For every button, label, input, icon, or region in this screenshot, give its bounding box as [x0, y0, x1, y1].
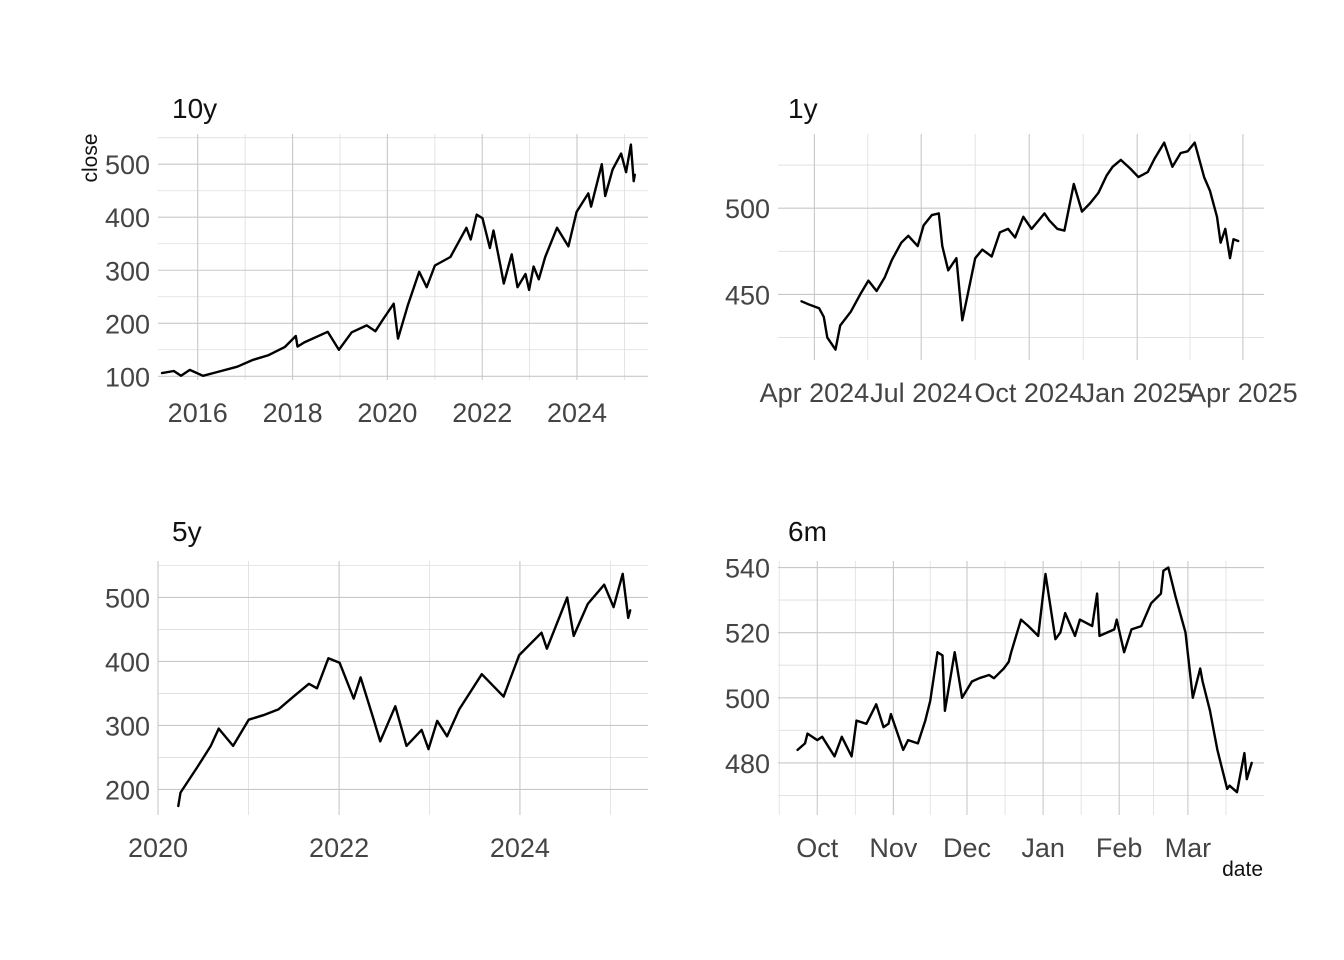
y-axis-title: close	[79, 133, 102, 182]
y-tick-label: 500	[725, 684, 770, 714]
x-tick-label: 2022	[309, 833, 369, 863]
x-tick-label: 2020	[128, 833, 188, 863]
panel-title: 6m	[788, 516, 827, 547]
y-tick-label: 500	[725, 194, 770, 224]
y-tick-label: 400	[105, 647, 150, 677]
x-tick-label: Feb	[1096, 833, 1143, 863]
y-tick-label: 300	[105, 256, 150, 286]
x-tick-label: Jan 2025	[1082, 378, 1193, 408]
x-tick-label: Dec	[943, 833, 991, 863]
y-tick-label: 500	[105, 583, 150, 613]
x-axis-title: date	[1222, 858, 1263, 881]
x-tick-label: Apr 2025	[1188, 378, 1298, 408]
panel-10y: 2016 2018 2020 2022 2024 100 200 300 400 500 10y	[105, 93, 648, 428]
y-tick-label: 500	[105, 150, 150, 180]
panel-title: 5y	[172, 516, 202, 547]
x-tick-label: Jul 2024	[870, 378, 972, 408]
x-tick-label: 2024	[490, 833, 550, 863]
x-tick-label: 2020	[357, 398, 417, 428]
series-line-6m	[796, 566, 1253, 794]
x-tick-label: Oct 2024	[974, 378, 1084, 408]
panel-title: 1y	[788, 93, 818, 124]
x-tick-label: 2022	[452, 398, 512, 428]
series-line-10y	[160, 143, 636, 377]
y-tick-label: 200	[105, 309, 150, 339]
y-tick-label: 100	[105, 362, 150, 392]
y-tick-label: 540	[725, 554, 770, 584]
x-tick-label: 2024	[547, 398, 607, 428]
x-tick-label: Jan	[1021, 833, 1065, 863]
x-tick-label: 2018	[263, 398, 323, 428]
x-tick-label: Nov	[869, 833, 918, 863]
y-tick-label: 400	[105, 203, 150, 233]
y-tick-label: 300	[105, 711, 150, 741]
x-tick-label: Oct	[796, 833, 839, 863]
x-tick-label: Apr 2024	[760, 378, 870, 408]
y-tick-label: 200	[105, 775, 150, 805]
panel-6m: Oct Nov Dec Jan Feb Mar 480 500 520 540 6m	[725, 516, 1264, 863]
series-line-5y	[177, 572, 632, 808]
series-line-1y	[800, 141, 1240, 351]
x-tick-label: Mar	[1165, 833, 1212, 863]
panel-title: 10y	[172, 93, 217, 124]
y-tick-label: 450	[725, 280, 770, 310]
y-tick-label: 520	[725, 619, 770, 649]
x-tick-label: 2016	[168, 398, 228, 428]
y-tick-label: 480	[725, 749, 770, 779]
panel-5y: 2020 2022 2024 200 300 400 500 5y	[105, 516, 648, 863]
